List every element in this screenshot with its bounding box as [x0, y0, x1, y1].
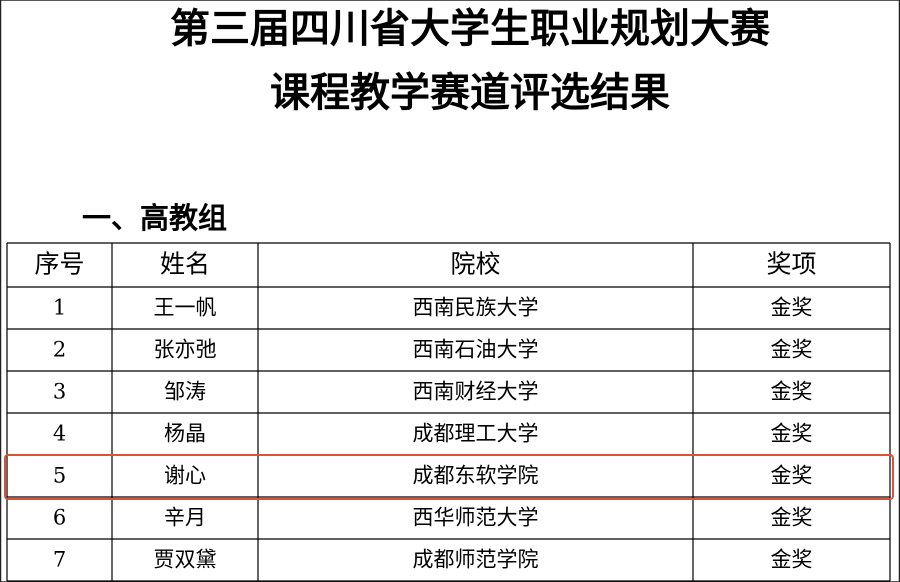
- table-cell: 杨晶: [164, 422, 206, 446]
- column-header: 院校: [450, 250, 500, 279]
- table-cell: 金奖: [771, 464, 813, 488]
- table-cell: 金奖: [771, 338, 813, 362]
- table-cell: 金奖: [771, 548, 813, 572]
- highlight: [4, 454, 894, 500]
- section-heading: 一、高教组: [82, 201, 227, 235]
- column-header: 姓名: [160, 250, 210, 279]
- table-cell: 王一帆: [154, 296, 217, 320]
- table-cell: 邹涛: [164, 380, 206, 404]
- title-line: 第三届四川省大学生职业规划大赛: [170, 5, 771, 52]
- table-cell: 6: [53, 506, 66, 530]
- table-cell: 张亦弛: [154, 338, 217, 362]
- table-cell: 西南民族大学: [413, 296, 539, 320]
- table-cell: 2: [53, 338, 66, 362]
- table-cell: 西华师范大学: [413, 506, 539, 530]
- table-cell: 金奖: [771, 506, 813, 530]
- table-cell: 7: [53, 548, 66, 572]
- table-cell: 金奖: [771, 380, 813, 404]
- table-cell: 1: [53, 296, 66, 320]
- table-cell: 贾双黛: [154, 548, 217, 572]
- table-cell: 谢心: [164, 464, 206, 488]
- table-cell: 5: [53, 464, 66, 488]
- title-line: 课程教学赛道评选结果: [270, 69, 670, 116]
- table-cell: 4: [53, 422, 66, 446]
- table-cell: 成都东软学院: [413, 464, 539, 488]
- table-cell: 西南财经大学: [413, 380, 539, 404]
- table-cell: 辛月: [164, 506, 206, 530]
- table-cell: 金奖: [771, 422, 813, 446]
- table-cell: 金奖: [771, 296, 813, 320]
- table-cell: 成都理工大学: [413, 422, 539, 446]
- table-cell: 3: [53, 380, 66, 404]
- column-header: 奖项: [766, 250, 816, 279]
- table-cell: 西南石油大学: [413, 338, 539, 362]
- column-header: 序号: [34, 250, 84, 279]
- table-cell: 成都师范学院: [413, 548, 539, 572]
